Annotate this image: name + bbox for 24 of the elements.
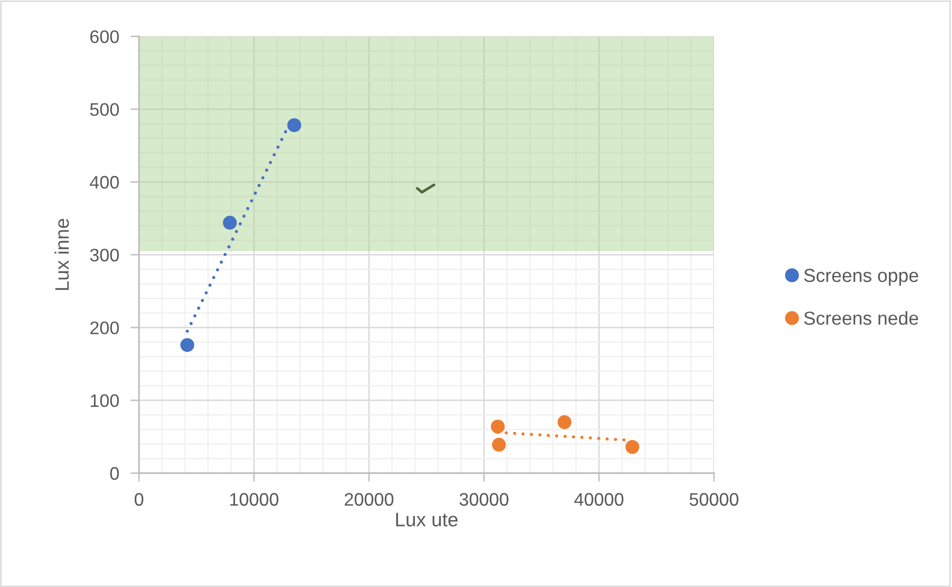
point	[287, 118, 302, 132]
x-tick-label: 30000	[460, 493, 508, 506]
x-tick-label: 10000	[230, 493, 278, 506]
x-axis-title: Lux ute	[396, 512, 458, 526]
point	[492, 438, 506, 452]
legend-label: Screens oppe	[804, 268, 918, 286]
y-axis-title: Lux inne	[54, 218, 69, 290]
legend-label: Screens nede	[804, 311, 918, 325]
y-tick-label: 300	[90, 248, 119, 262]
y-tick-label: 200	[90, 321, 119, 334]
point	[558, 415, 572, 430]
x-tick-label: 50000	[690, 493, 738, 506]
y-tick-label: 0	[110, 467, 119, 480]
x-tick-label: 20000	[344, 493, 394, 506]
y-tick-label: 100	[90, 394, 119, 408]
y-tick-label: 600	[90, 30, 119, 44]
x-tick-label: 40000	[574, 493, 624, 506]
y-tick-label: 500	[90, 103, 119, 116]
x-tick-label: 0	[134, 493, 144, 506]
point	[625, 440, 640, 454]
point	[222, 216, 237, 230]
point	[490, 420, 505, 434]
point	[180, 338, 194, 352]
y-tick-label: 400	[90, 176, 119, 189]
